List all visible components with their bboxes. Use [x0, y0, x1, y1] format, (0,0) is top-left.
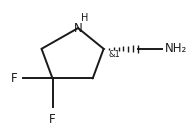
Text: F: F: [11, 72, 18, 85]
Text: F: F: [49, 113, 56, 126]
Text: H: H: [81, 13, 88, 23]
Text: N: N: [74, 22, 82, 35]
Text: &1: &1: [108, 50, 120, 58]
Text: NH₂: NH₂: [165, 42, 187, 55]
